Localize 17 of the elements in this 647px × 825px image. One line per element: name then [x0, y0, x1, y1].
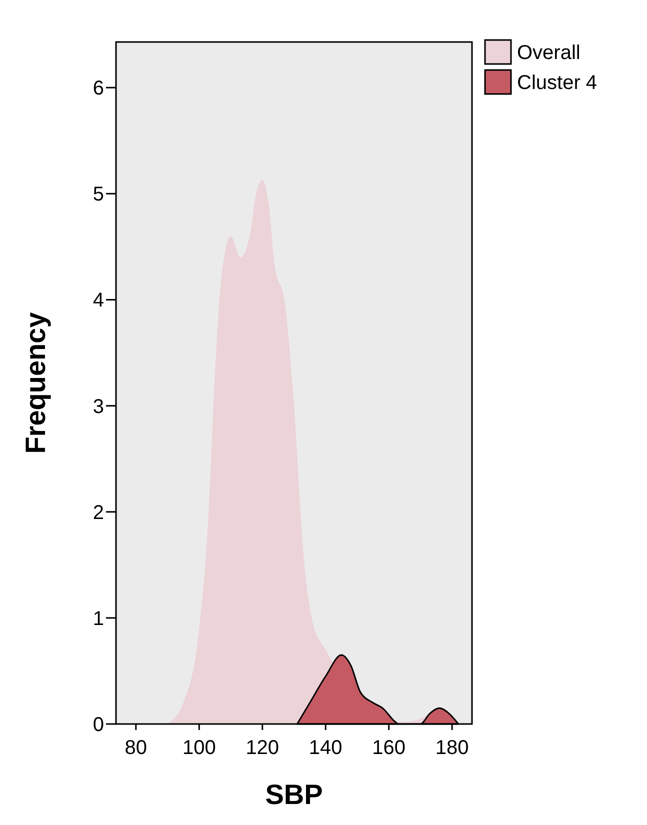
y-tick-label: 2	[92, 502, 104, 524]
x-tick-label: 100	[182, 737, 216, 759]
legend-label: Overall	[517, 42, 580, 64]
x-tick-label: 80	[124, 737, 148, 759]
y-tick-label: 0	[92, 714, 104, 736]
y-tick-label: 3	[92, 396, 104, 418]
y-tick-label: 6	[92, 78, 104, 100]
x-tick-label: 120	[246, 737, 280, 759]
x-tick-label: 180	[435, 737, 469, 759]
legend-label: Cluster 4	[517, 72, 598, 94]
x-axis-title: SBP	[265, 779, 323, 810]
y-axis-title: Frequency	[20, 312, 51, 454]
y-tick-label: 4	[92, 290, 104, 312]
y-tick-label: 5	[92, 184, 104, 206]
x-tick-label: 160	[372, 737, 406, 759]
y-tick-label: 1	[92, 608, 104, 630]
x-tick-label: 140	[308, 737, 342, 759]
